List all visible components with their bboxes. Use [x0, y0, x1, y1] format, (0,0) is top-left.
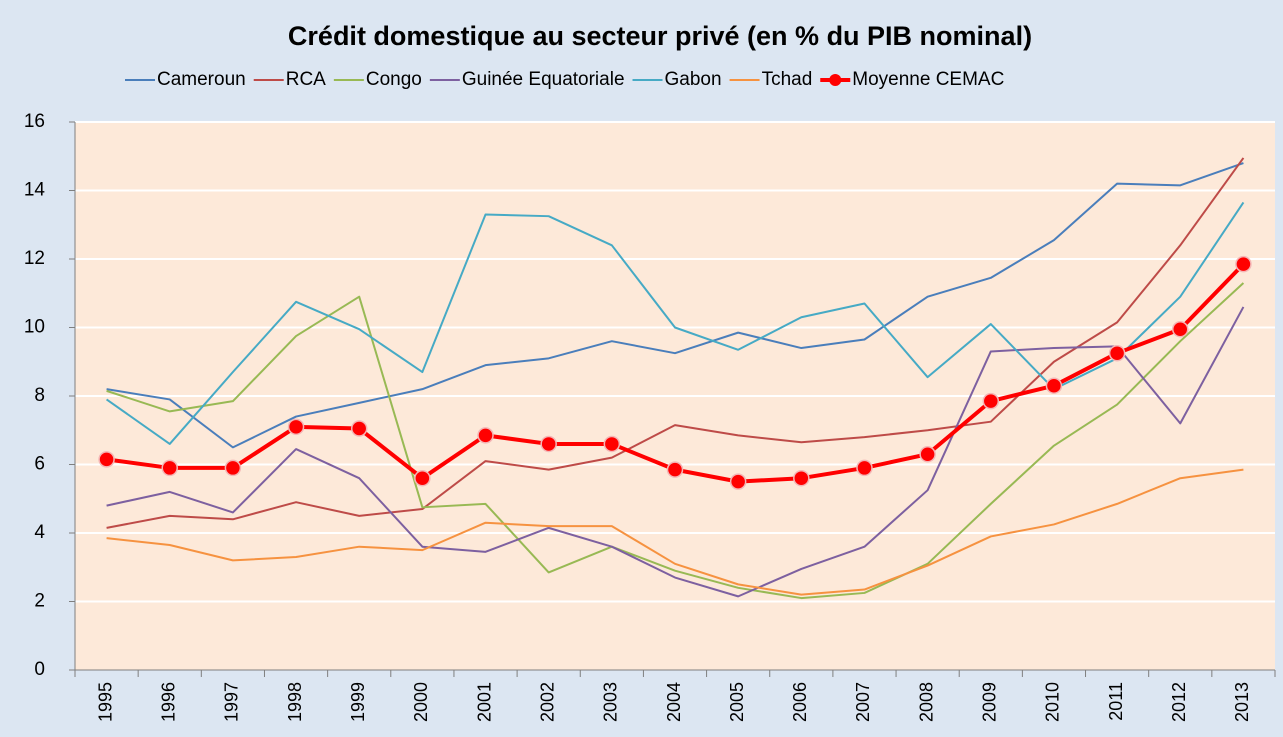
y-tick-label: 0	[34, 659, 45, 680]
data-marker	[287, 418, 305, 436]
data-marker	[540, 435, 557, 453]
x-tick-label: 2011	[1106, 682, 1126, 721]
y-tick-label: 12	[24, 248, 45, 269]
x-tick-label: 2004	[664, 682, 684, 722]
legend-item: Gabon	[632, 69, 722, 90]
chart-title: Crédit domestique au secteur privé (en %…	[288, 21, 1032, 51]
data-marker	[477, 427, 494, 444]
legend-label: Tchad	[762, 69, 813, 90]
x-tick-label: 2002	[537, 682, 557, 722]
x-tick-label: 1999	[348, 682, 368, 722]
data-marker	[224, 459, 242, 477]
series-line	[106, 282, 1245, 600]
legend-item: Guinée Equatoriale	[429, 69, 625, 90]
x-tick-label: 2007	[853, 682, 873, 722]
y-tick-label: 16	[24, 111, 45, 132]
legend-label: Gabon	[665, 69, 722, 90]
legend-item: Cameroun	[125, 69, 246, 90]
y-tick-label: 8	[34, 385, 45, 406]
legend-item: RCA	[253, 69, 326, 90]
x-tick-label: 2000	[411, 682, 431, 722]
x-tick-label: 1998	[285, 682, 305, 722]
x-tick-label: 2010	[1043, 682, 1063, 722]
legend-label: Guinée Equatoriale	[462, 69, 625, 90]
legend-label: Congo	[366, 69, 422, 90]
legend-label: RCA	[286, 69, 326, 90]
legend-item: Moyenne CEMAC	[820, 69, 1004, 90]
y-tick-label: 14	[24, 180, 46, 201]
data-marker	[666, 461, 684, 478]
data-marker	[793, 469, 810, 487]
x-tick-label: 2013	[1232, 682, 1252, 722]
x-tick-label: 2001	[474, 682, 494, 722]
data-marker	[856, 459, 873, 477]
y-tick-label: 10	[24, 317, 45, 338]
data-marker	[1235, 255, 1252, 273]
data-marker	[414, 469, 431, 487]
legend-label: Cameroun	[157, 69, 246, 90]
series-line	[106, 162, 1244, 449]
legend-item: Tchad	[729, 69, 813, 90]
x-tick-label: 1997	[222, 682, 242, 722]
y-tick-label: 2	[34, 591, 45, 612]
data-marker	[729, 473, 747, 490]
data-marker	[350, 420, 368, 437]
x-tick-label: 2012	[1169, 682, 1189, 722]
y-tick-label: 6	[34, 454, 45, 475]
y-tick-label: 4	[34, 522, 45, 543]
series-line	[106, 306, 1245, 598]
x-tick-label: 2006	[790, 682, 810, 722]
data-marker	[982, 392, 1000, 410]
x-tick-label: 1996	[158, 682, 178, 722]
x-tick-label: 2008	[916, 682, 936, 722]
data-marker	[161, 459, 178, 477]
legend-item: Congo	[333, 69, 422, 90]
data-marker	[603, 435, 621, 453]
data-marker	[919, 445, 936, 463]
data-marker	[1045, 377, 1063, 394]
legend-marker	[829, 74, 842, 86]
data-marker	[98, 451, 115, 468]
legend-label: Moyenne CEMAC	[852, 69, 1004, 90]
x-tick-label: 1995	[95, 682, 115, 722]
series-line	[106, 157, 1245, 529]
data-marker	[1172, 320, 1189, 338]
series-line	[106, 468, 1244, 596]
x-tick-label: 2003	[601, 682, 621, 722]
data-marker	[1108, 344, 1126, 362]
x-tick-label: 2005	[727, 682, 747, 722]
x-tick-label: 2009	[980, 682, 1000, 722]
